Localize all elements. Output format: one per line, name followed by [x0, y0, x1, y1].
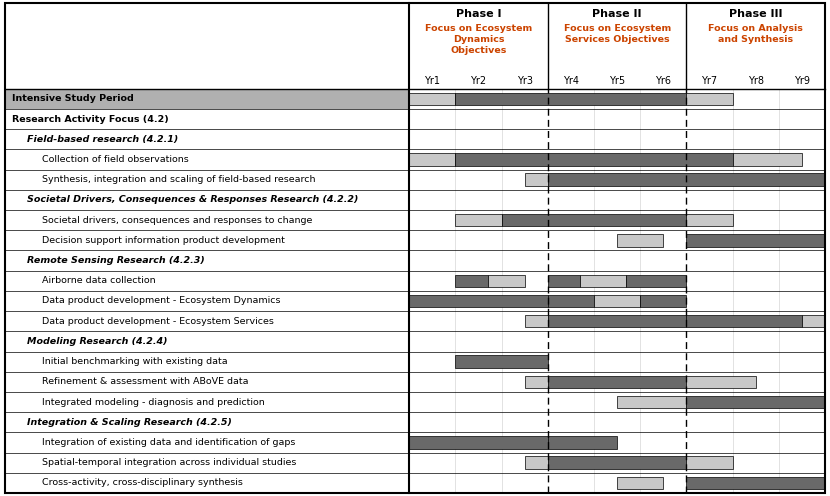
Text: Yr4: Yr4 — [563, 76, 579, 86]
Text: Focus on Ecosystem
Services Objectives: Focus on Ecosystem Services Objectives — [564, 24, 671, 44]
Text: Research Activity Focus (4.2): Research Activity Focus (4.2) — [12, 115, 168, 124]
Text: Data product development - Ecosystem Dynamics: Data product development - Ecosystem Dyn… — [42, 297, 280, 306]
Bar — [409, 436, 548, 449]
Bar — [525, 456, 548, 469]
Text: Phase I: Phase I — [456, 9, 501, 19]
Text: Intensive Study Period: Intensive Study Period — [12, 94, 134, 103]
Text: Yr8: Yr8 — [748, 76, 764, 86]
Bar — [627, 274, 686, 287]
Bar — [618, 477, 663, 489]
Text: Yr5: Yr5 — [609, 76, 625, 86]
Text: Data product development - Ecosystem Services: Data product development - Ecosystem Ser… — [42, 317, 273, 326]
Bar — [409, 153, 456, 166]
Bar — [488, 274, 525, 287]
Bar — [686, 456, 733, 469]
Text: Integration of existing data and identification of gaps: Integration of existing data and identif… — [42, 438, 295, 447]
Bar — [525, 174, 548, 186]
Text: Focus on Ecosystem
Dynamics
Objectives: Focus on Ecosystem Dynamics Objectives — [425, 24, 532, 55]
Text: Societal drivers, consequences and responses to change: Societal drivers, consequences and respo… — [42, 216, 312, 225]
Text: Collection of field observations: Collection of field observations — [42, 155, 188, 164]
Bar — [456, 214, 501, 226]
Text: Societal Drivers, Consequences & Responses Research (4.2.2): Societal Drivers, Consequences & Respons… — [27, 195, 358, 204]
Text: Yr9: Yr9 — [794, 76, 810, 86]
Text: Field-based research (4.2.1): Field-based research (4.2.1) — [27, 135, 178, 144]
Bar — [580, 274, 627, 287]
Text: Initial benchmarking with existing data: Initial benchmarking with existing data — [42, 357, 227, 366]
Text: Yr3: Yr3 — [517, 76, 533, 86]
Bar — [548, 436, 618, 449]
Text: Integrated modeling - diagnosis and prediction: Integrated modeling - diagnosis and pred… — [42, 398, 264, 407]
Bar — [548, 295, 594, 307]
Bar — [686, 93, 733, 105]
Bar — [456, 274, 488, 287]
Bar — [456, 355, 548, 368]
Text: Yr1: Yr1 — [424, 76, 441, 86]
Text: Airborne data collection: Airborne data collection — [42, 276, 155, 285]
Text: Decision support information product development: Decision support information product dev… — [42, 236, 285, 245]
Bar — [456, 153, 733, 166]
Bar — [686, 214, 733, 226]
Text: Refinement & assessment with ABoVE data: Refinement & assessment with ABoVE data — [42, 377, 248, 386]
Bar — [548, 375, 686, 388]
Text: Integration & Scaling Research (4.2.5): Integration & Scaling Research (4.2.5) — [27, 418, 232, 427]
Bar — [686, 234, 825, 247]
Bar — [548, 456, 686, 469]
Bar — [686, 375, 756, 388]
Bar — [501, 214, 686, 226]
Bar — [5, 89, 409, 109]
Bar — [548, 174, 825, 186]
Text: Yr7: Yr7 — [701, 76, 718, 86]
Bar — [456, 93, 686, 105]
Bar — [525, 375, 548, 388]
Bar — [733, 153, 802, 166]
Bar — [640, 295, 686, 307]
Bar — [548, 315, 686, 327]
Text: Phase II: Phase II — [593, 9, 642, 19]
Bar — [409, 295, 548, 307]
Text: Remote Sensing Research (4.2.3): Remote Sensing Research (4.2.3) — [27, 256, 204, 265]
Bar — [618, 396, 686, 408]
Text: Synthesis, integration and scaling of field-based research: Synthesis, integration and scaling of fi… — [42, 175, 315, 184]
Bar — [686, 315, 802, 327]
Text: Phase III: Phase III — [729, 9, 783, 19]
Bar — [525, 315, 548, 327]
Bar — [548, 274, 580, 287]
Bar — [5, 3, 825, 89]
Bar — [409, 93, 456, 105]
Text: Spatial-temporal integration across individual studies: Spatial-temporal integration across indi… — [42, 458, 295, 467]
Text: Cross-activity, cross-disciplinary synthesis: Cross-activity, cross-disciplinary synth… — [42, 479, 242, 488]
Text: Yr6: Yr6 — [656, 76, 671, 86]
Bar — [594, 295, 640, 307]
Bar — [686, 396, 825, 408]
Bar — [618, 234, 663, 247]
Text: Yr2: Yr2 — [471, 76, 486, 86]
Bar — [686, 477, 825, 489]
Text: Modeling Research (4.2.4): Modeling Research (4.2.4) — [27, 337, 167, 346]
Bar — [802, 315, 825, 327]
Text: Focus on Analysis
and Synthesis: Focus on Analysis and Synthesis — [708, 24, 803, 44]
